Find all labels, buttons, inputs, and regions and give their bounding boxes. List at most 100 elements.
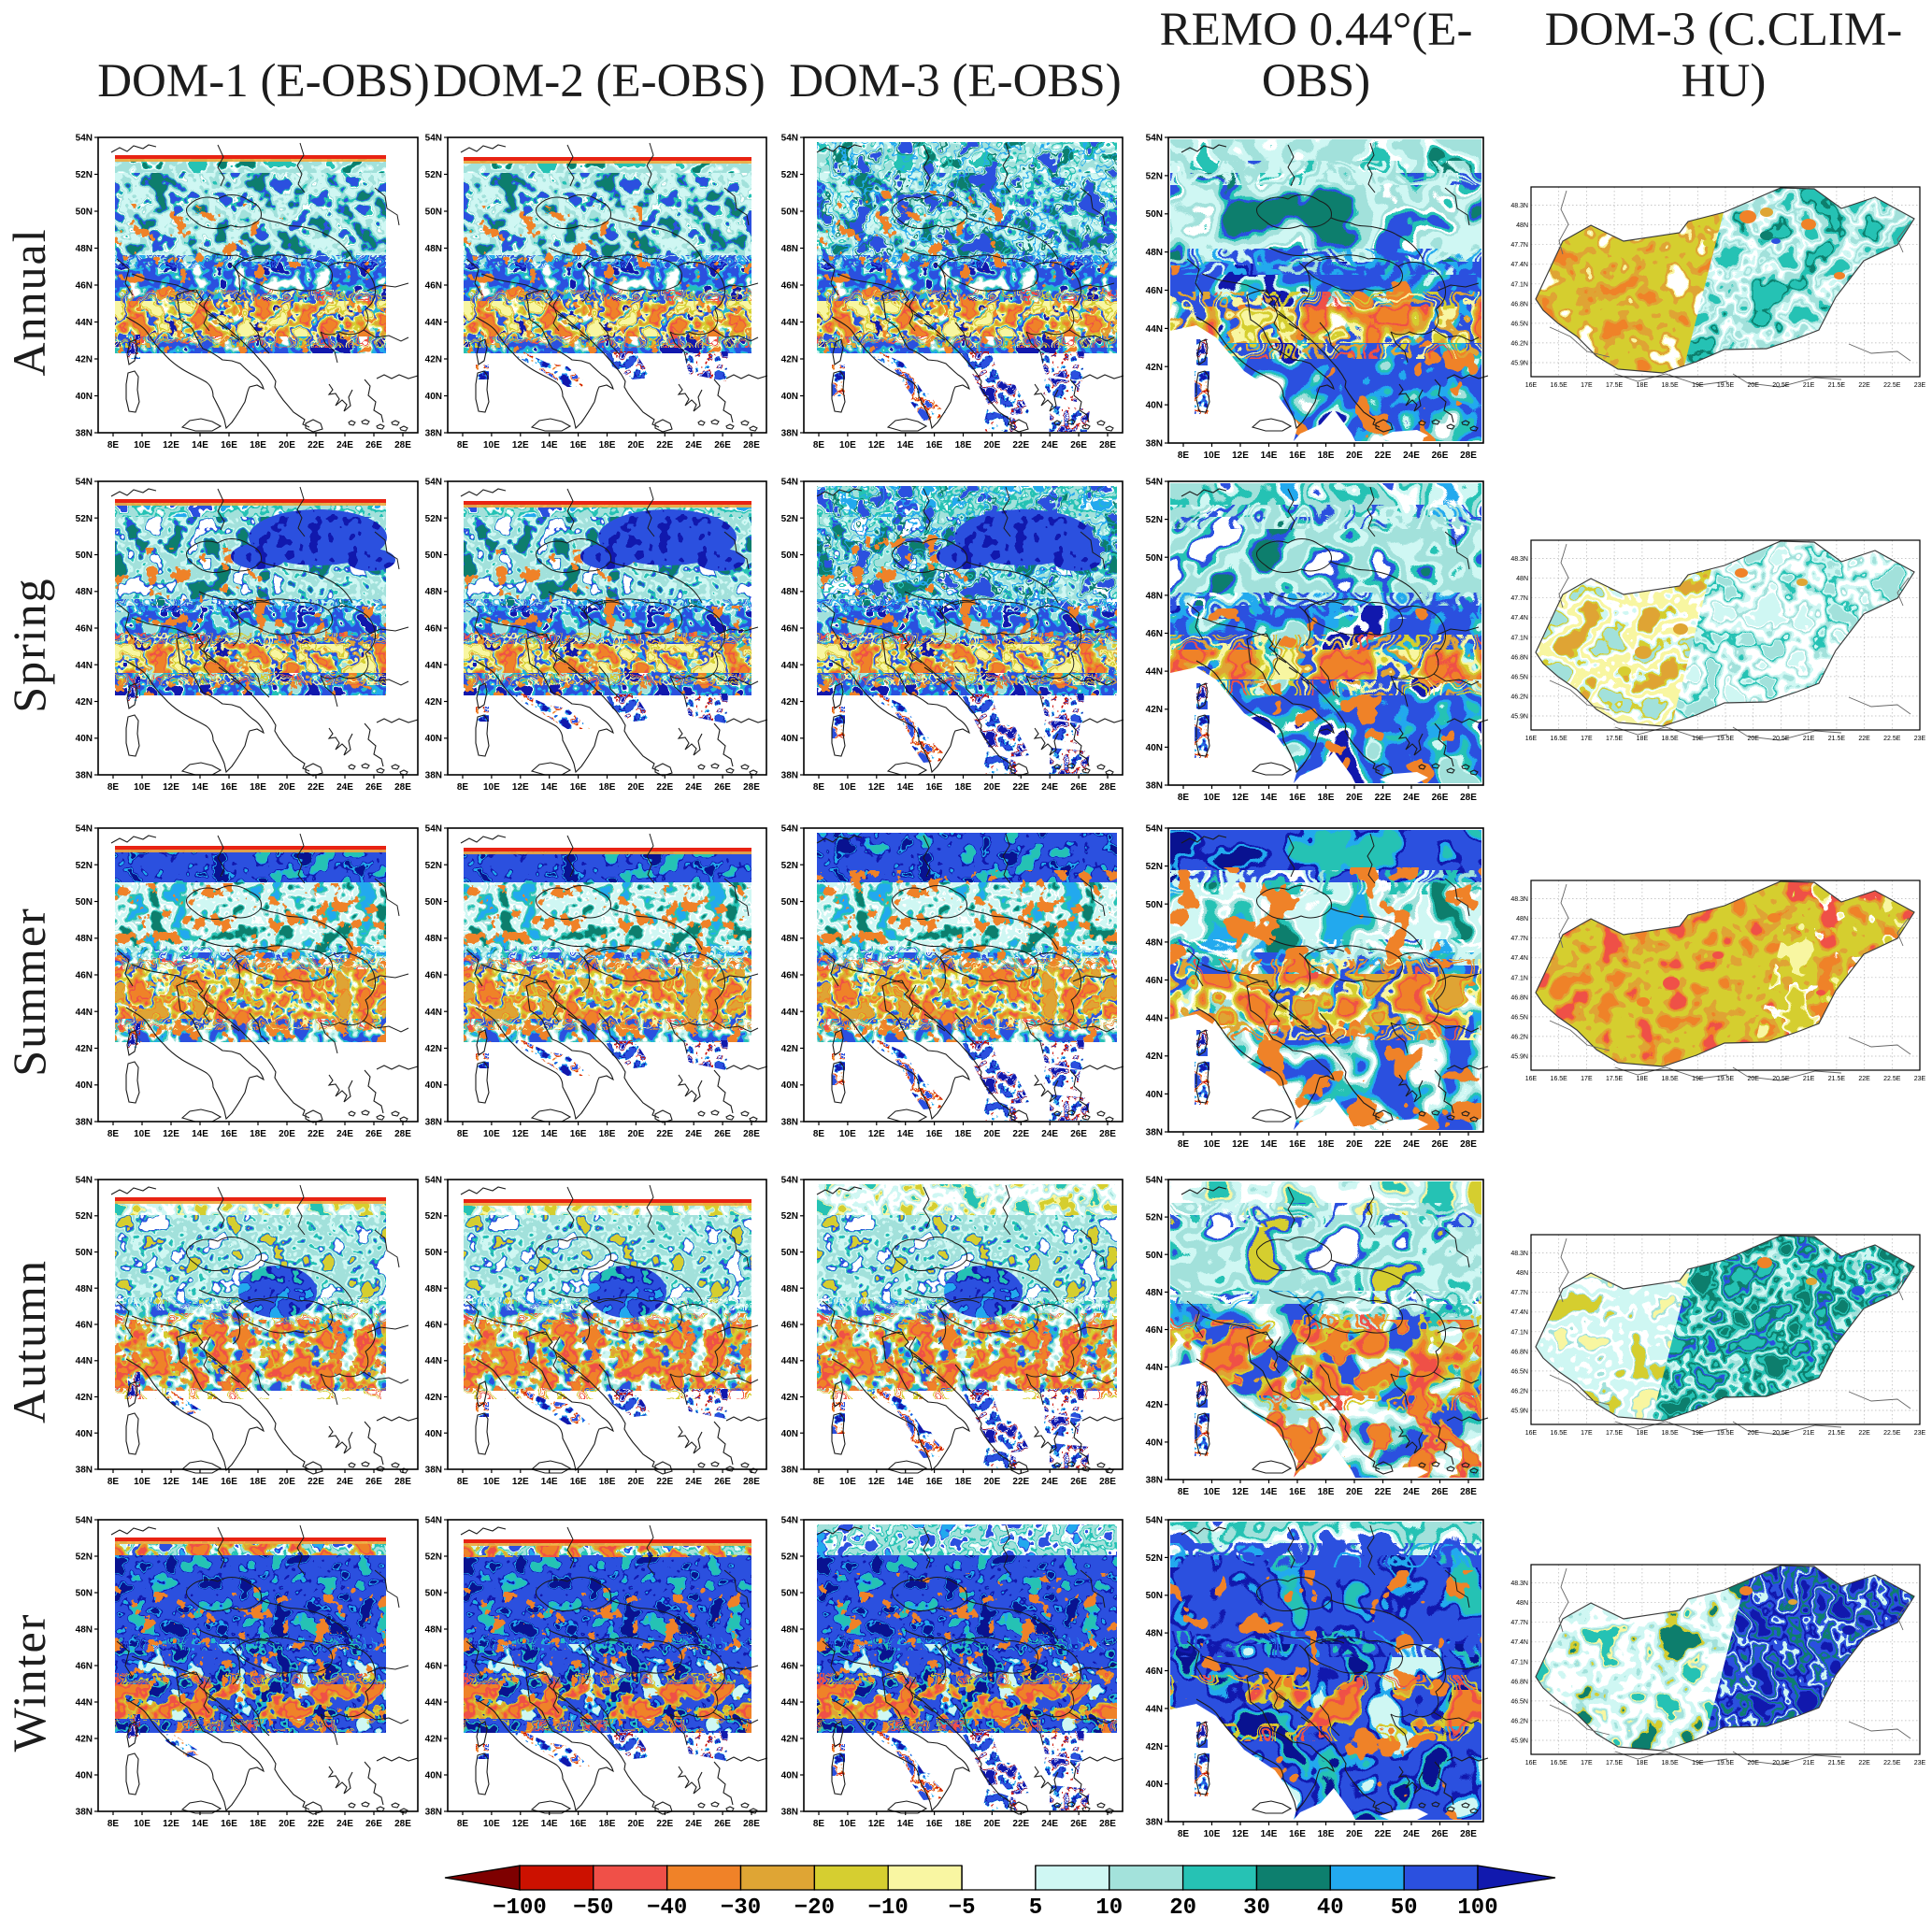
svg-text:44N: 44N [76, 1698, 93, 1709]
svg-text:47.7N: 47.7N [1510, 242, 1528, 249]
svg-text:12E: 12E [868, 1129, 885, 1139]
svg-text:26E: 26E [365, 1129, 382, 1139]
svg-text:8E: 8E [1178, 1829, 1190, 1839]
svg-text:48N: 48N [425, 1284, 442, 1294]
svg-text:24E: 24E [685, 1477, 702, 1487]
svg-text:20E: 20E [1346, 1829, 1363, 1839]
svg-text:22E: 22E [1858, 736, 1870, 742]
svg-text:12E: 12E [163, 1477, 179, 1487]
svg-text:48N: 48N [781, 1625, 798, 1636]
svg-text:12E: 12E [163, 1129, 179, 1139]
svg-text:10E: 10E [483, 1819, 500, 1829]
svg-text:18E: 18E [599, 1129, 616, 1139]
svg-text:54N: 54N [1146, 824, 1163, 835]
svg-text:48N: 48N [1146, 1288, 1163, 1298]
svg-text:20E: 20E [984, 782, 1001, 793]
svg-text:38N: 38N [1146, 1818, 1163, 1828]
svg-text:22E: 22E [1012, 1477, 1029, 1487]
svg-text:17.5E: 17.5E [1606, 382, 1624, 389]
svg-text:8E: 8E [457, 1129, 469, 1139]
svg-text:16E: 16E [1289, 451, 1306, 461]
svg-text:22E: 22E [1375, 1829, 1392, 1839]
svg-text:40N: 40N [425, 1429, 442, 1439]
svg-text:46N: 46N [781, 1321, 798, 1331]
svg-text:28E: 28E [394, 1819, 411, 1829]
svg-text:26E: 26E [1432, 1139, 1449, 1150]
svg-text:16E: 16E [221, 1819, 237, 1829]
svg-text:16E: 16E [1525, 1076, 1538, 1082]
svg-text:52N: 52N [76, 170, 93, 180]
svg-text:48N: 48N [781, 934, 798, 944]
svg-text:8E: 8E [107, 1129, 120, 1139]
svg-text:40N: 40N [76, 1429, 93, 1439]
svg-text:38N: 38N [781, 429, 798, 439]
svg-text:46N: 46N [1146, 976, 1163, 986]
svg-text:12E: 12E [512, 1819, 529, 1829]
svg-text:21.5E: 21.5E [1828, 1760, 1846, 1767]
svg-text:19E: 19E [1692, 736, 1704, 742]
svg-text:16E: 16E [570, 1129, 587, 1139]
svg-text:46.5N: 46.5N [1510, 674, 1528, 680]
svg-text:20E: 20E [279, 1129, 295, 1139]
svg-text:28E: 28E [1460, 1139, 1477, 1150]
svg-text:10E: 10E [483, 440, 500, 451]
svg-text:50N: 50N [781, 1248, 798, 1258]
svg-text:47.1N: 47.1N [1510, 635, 1528, 641]
svg-text:46N: 46N [781, 624, 798, 635]
svg-text:12E: 12E [1232, 1829, 1249, 1839]
svg-text:19E: 19E [1692, 382, 1704, 389]
svg-text:16E: 16E [570, 1819, 587, 1829]
svg-text:17E: 17E [1581, 1076, 1593, 1082]
svg-text:22.5E: 22.5E [1883, 736, 1901, 742]
svg-text:18E: 18E [250, 1819, 266, 1829]
svg-text:46.8N: 46.8N [1510, 1349, 1528, 1355]
svg-text:40N: 40N [781, 1429, 798, 1439]
svg-text:14E: 14E [192, 1129, 208, 1139]
svg-text:16E: 16E [1289, 1139, 1306, 1150]
svg-text:21E: 21E [1803, 1430, 1815, 1437]
svg-text:17E: 17E [1581, 382, 1593, 389]
svg-text:16.5E: 16.5E [1551, 382, 1568, 389]
svg-text:46.5N: 46.5N [1510, 1014, 1528, 1021]
svg-text:48.3N: 48.3N [1510, 1251, 1528, 1257]
svg-text:52N: 52N [781, 1211, 798, 1222]
svg-text:26E: 26E [1070, 782, 1087, 793]
svg-text:18E: 18E [599, 782, 616, 793]
svg-text:18E: 18E [955, 782, 972, 793]
svg-text:14E: 14E [192, 1819, 208, 1829]
svg-text:14E: 14E [541, 440, 558, 451]
svg-text:46.2N: 46.2N [1510, 1718, 1528, 1724]
svg-text:48N: 48N [425, 1625, 442, 1636]
svg-text:23E: 23E [1914, 1760, 1926, 1767]
svg-text:8E: 8E [457, 1819, 469, 1829]
svg-text:22E: 22E [1858, 382, 1870, 389]
svg-text:18.5E: 18.5E [1661, 382, 1679, 389]
svg-text:20E: 20E [1747, 1076, 1759, 1082]
svg-text:28E: 28E [743, 782, 760, 793]
svg-text:44N: 44N [1146, 1704, 1163, 1714]
svg-text:50N: 50N [1146, 1591, 1163, 1601]
svg-text:12E: 12E [868, 440, 885, 451]
svg-text:38N: 38N [781, 1118, 798, 1128]
svg-text:54N: 54N [781, 824, 798, 835]
svg-text:14E: 14E [1261, 1829, 1278, 1839]
svg-text:28E: 28E [1460, 1829, 1477, 1839]
svg-text:12E: 12E [163, 782, 179, 793]
svg-text:50N: 50N [1146, 553, 1163, 564]
svg-text:38N: 38N [781, 1808, 798, 1818]
svg-text:54N: 54N [425, 1176, 442, 1186]
svg-text:50N: 50N [76, 1248, 93, 1258]
svg-text:14E: 14E [192, 1477, 208, 1487]
svg-text:19E: 19E [1692, 1430, 1704, 1437]
svg-text:44N: 44N [1146, 667, 1163, 678]
svg-text:50N: 50N [425, 551, 442, 561]
svg-text:44N: 44N [781, 318, 798, 328]
svg-text:48N: 48N [76, 587, 93, 597]
svg-text:20E: 20E [1346, 1487, 1363, 1497]
svg-text:48.3N: 48.3N [1510, 203, 1528, 209]
svg-text:48N: 48N [1516, 576, 1528, 582]
svg-text:46.5N: 46.5N [1510, 1698, 1528, 1705]
svg-text:54N: 54N [76, 1176, 93, 1186]
svg-text:8E: 8E [813, 440, 825, 451]
svg-text:21E: 21E [1803, 382, 1815, 389]
